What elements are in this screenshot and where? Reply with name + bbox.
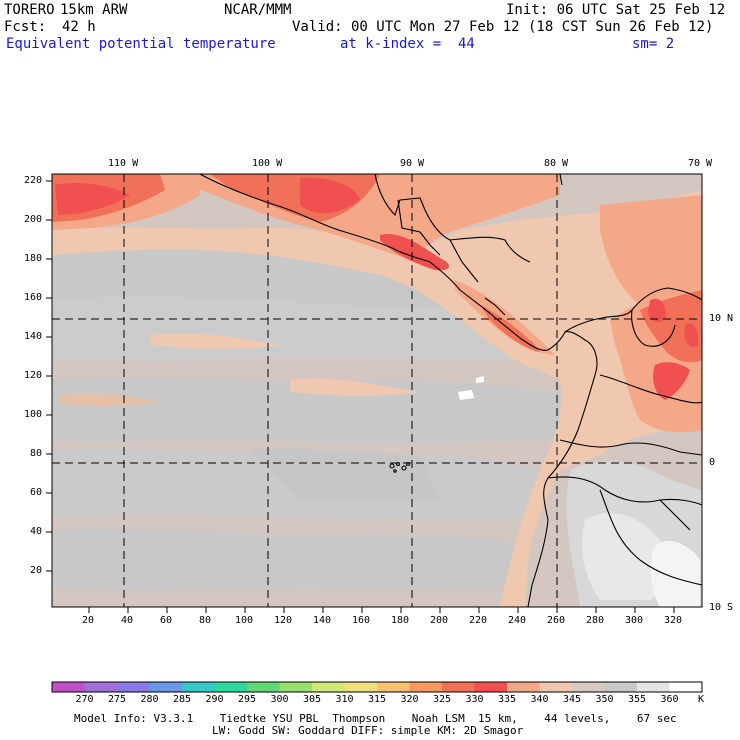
colorbar-swatch — [409, 682, 443, 692]
theta-e-field — [52, 174, 702, 607]
colorbar-label: 280 — [140, 694, 159, 705]
organization: NCAR/MMM — [224, 2, 292, 18]
colorbar-label: 335 — [497, 694, 517, 705]
lon-label-100w: 100 W — [252, 158, 283, 169]
colorbar-label: 295 — [237, 694, 257, 705]
x-tick: 180 — [391, 615, 410, 626]
colorbar-swatch — [149, 682, 183, 692]
y-tick: 160 — [24, 292, 43, 303]
colorbar-swatch — [84, 682, 118, 692]
x-tick: 80 — [199, 615, 212, 626]
model-name: TORERO — [4, 2, 55, 18]
lon-label-110w: 110 W — [108, 158, 139, 169]
y-tick: 40 — [30, 526, 43, 537]
colorbar-swatch — [344, 682, 378, 692]
field-name: Equivalent potential temperature — [6, 36, 276, 52]
colorbar-label: 270 — [75, 694, 94, 705]
colorbar-swatch — [539, 682, 573, 692]
smoothing: sm= 2 — [632, 36, 675, 52]
colorbar-label: 330 — [465, 694, 484, 705]
k-index: at k-index = 44 — [340, 36, 475, 52]
colorbar-label: 345 — [562, 694, 582, 705]
lat-label-10s: 10 S — [709, 602, 734, 613]
valid-time: Valid: 00 UTC Mon 27 Feb 12 (18 CST Sun … — [292, 19, 714, 35]
colorbar-swatch — [572, 682, 605, 692]
lat-lon-grid — [52, 174, 702, 607]
colorbar-swatch — [52, 682, 85, 692]
x-tick: 100 — [235, 615, 254, 626]
colorbar-swatch — [669, 682, 703, 692]
lat-label-equator: 0 — [709, 457, 716, 468]
model-resolution: 15km ARW — [60, 2, 128, 18]
y-tick: 100 — [24, 409, 43, 420]
colorbar-swatch — [279, 682, 313, 692]
init-time: Init: 06 UTC Sat 25 Feb 12 — [506, 2, 726, 18]
colorbar-label: 290 — [205, 694, 224, 705]
y-tick: 180 — [24, 253, 43, 264]
x-tick: 280 — [586, 615, 605, 626]
colorbar-unit: K — [698, 694, 705, 705]
colorbar-label: 310 — [335, 694, 354, 705]
physics-info: LW: Godd SW: Goddard DIFF: simple KM: 2D… — [212, 724, 524, 737]
x-tick: 220 — [469, 615, 488, 626]
colorbar-swatch — [474, 682, 508, 692]
colorbar-swatch — [442, 682, 475, 692]
y-tick: 200 — [24, 214, 43, 225]
y-tick: 140 — [24, 331, 43, 342]
lon-label-90w: 90 W — [400, 158, 425, 169]
colorbar-swatch — [507, 682, 540, 692]
colorbar-label: 340 — [530, 694, 549, 705]
y-tick: 220 — [24, 175, 43, 186]
colorbar-swatch — [604, 682, 638, 692]
colorbar-swatch — [637, 682, 670, 692]
colorbar-swatch — [247, 682, 280, 692]
y-tick: 20 — [30, 565, 43, 576]
lon-label-80w: 80 W — [544, 158, 569, 169]
map-frame — [51, 173, 703, 608]
colorbar-swatch — [377, 682, 410, 692]
colorbar-label: 305 — [302, 694, 322, 705]
forecast-hour: 42 h — [62, 19, 96, 35]
colorbar-frame — [51, 681, 703, 693]
model-info: Model Info: V3.3.1 Tiedtke YSU PBL Thomp… — [74, 712, 677, 725]
colorbar-label: 350 — [595, 694, 614, 705]
x-tick: 240 — [508, 615, 527, 626]
forecast-label: Fcst: — [4, 19, 47, 35]
x-tick: 300 — [625, 615, 644, 626]
x-tick: 120 — [274, 615, 293, 626]
x-tick: 200 — [430, 615, 449, 626]
colorbar-swatch — [214, 682, 248, 692]
y-tick: 120 — [24, 370, 43, 381]
colorbar-label: 355 — [627, 694, 647, 705]
colorbar-label: 300 — [270, 694, 289, 705]
colorbar-swatch — [182, 682, 215, 692]
x-tick: 20 — [82, 615, 95, 626]
y-tick: 60 — [30, 487, 43, 498]
colorbar-label: 315 — [367, 694, 387, 705]
x-tick: 40 — [121, 615, 134, 626]
y-tick: 80 — [30, 448, 43, 459]
colorbar-swatch — [117, 682, 150, 692]
colorbar-label: 360 — [660, 694, 679, 705]
axis-ticks — [46, 180, 675, 613]
lat-label-10n: 10 N — [709, 313, 734, 324]
x-tick: 140 — [313, 615, 332, 626]
colorbar-label: 325 — [432, 694, 452, 705]
x-tick: 260 — [547, 615, 566, 626]
x-tick: 320 — [664, 615, 683, 626]
colorbar-label: 285 — [172, 694, 192, 705]
colorbar — [52, 682, 703, 692]
x-tick: 60 — [160, 615, 173, 626]
x-tick: 160 — [352, 615, 371, 626]
colorbar-label: 275 — [107, 694, 127, 705]
lon-label-70w: 70 W — [688, 158, 713, 169]
colorbar-label: 320 — [400, 694, 419, 705]
colorbar-swatch — [312, 682, 345, 692]
